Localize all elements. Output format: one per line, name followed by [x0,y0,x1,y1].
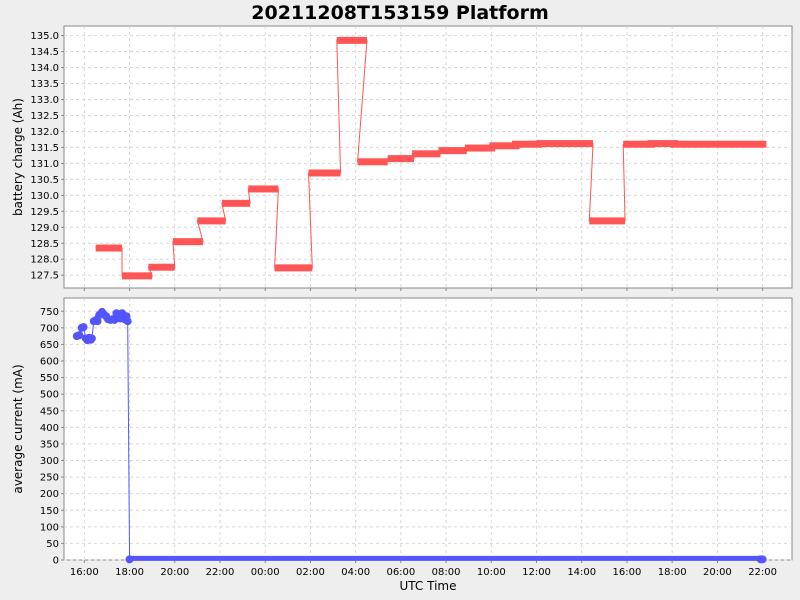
x-tick-label: 20:00 [160,567,189,578]
y-tick-label: 131.5 [30,143,59,154]
y-tick-label: 133.5 [30,79,59,90]
y-tick-label: 550 [40,373,59,384]
data-segment [623,140,656,148]
data-segment [197,217,226,225]
x-tick-label: 00:00 [251,567,280,578]
x-tick-label: 12:00 [522,567,551,578]
y-tick-label: 700 [40,323,59,334]
data-segment [172,238,204,246]
y-tick-label: 0 [53,556,59,567]
data-point [123,317,132,326]
x-tick-label: 02:00 [296,567,325,578]
y-tick-label: 130.5 [30,175,59,186]
y-tick-label: 450 [40,406,59,417]
x-tick-label: 18:00 [115,567,144,578]
data-point [93,317,102,326]
y-tick-label: 100 [40,522,59,533]
data-point [79,323,88,332]
data-point [75,331,84,340]
data-segment [336,36,367,44]
data-segment [489,142,520,150]
data-point [125,555,134,564]
y-tick-label: 133.0 [30,95,59,106]
y-tick-label: 135.0 [30,31,59,42]
x-tick-label: 08:00 [432,567,461,578]
y-axis-label: battery charge (Ah) [11,98,25,216]
y-tick-label: 150 [40,506,59,517]
data-segment [438,147,467,155]
y-tick-label: 131.0 [30,159,59,170]
y-tick-label: 300 [40,456,59,467]
y-tick-label: 50 [46,539,59,550]
y-tick-label: 132.0 [30,127,59,138]
x-tick-label: 22:00 [748,567,777,578]
x-tick-label: 10:00 [477,567,506,578]
data-segment [670,140,767,148]
data-segment [221,199,251,207]
x-tick-label: 22:00 [206,567,235,578]
y-tick-label: 129.5 [30,207,59,218]
data-segment [308,169,341,177]
y-tick-label: 400 [40,423,59,434]
y-tick-label: 750 [40,307,59,318]
x-tick-label: 16:00 [70,567,99,578]
y-tick-label: 134.5 [30,47,59,58]
y-tick-label: 350 [40,439,59,450]
y-tick-label: 128.0 [30,255,59,266]
y-tick-label: 127.5 [30,271,59,282]
data-segment [464,144,496,152]
y-tick-label: 250 [40,473,59,484]
y-axis-label: average current (mA) [11,364,25,493]
data-segment [148,263,175,271]
data-segment [512,140,543,148]
y-tick-label: 129.0 [30,223,59,234]
y-tick-label: 132.5 [30,111,59,122]
x-tick-label: 04:00 [341,567,370,578]
data-segment [357,158,388,166]
data-segment [122,272,153,280]
y-tick-label: 134.0 [30,63,59,74]
data-segment [536,140,594,148]
y-tick-label: 650 [40,340,59,351]
data-segment [647,140,678,148]
x-tick-label: 16:00 [613,567,642,578]
data-segment [387,155,415,163]
plot-area [63,297,793,561]
y-tick-label: 500 [40,390,59,401]
x-tick-label: 06:00 [386,567,415,578]
data-point [87,334,96,343]
data-segment [274,264,313,272]
y-tick-label: 200 [40,489,59,500]
y-tick-label: 600 [40,357,59,368]
data-point [758,555,767,564]
x-tick-label: 14:00 [567,567,596,578]
x-tick-label: 18:00 [658,567,687,578]
x-axis-label: UTC Time [400,579,457,593]
data-segment [589,217,626,225]
data-segment [95,244,123,252]
y-tick-label: 128.5 [30,239,59,250]
y-tick-label: 130.0 [30,191,59,202]
data-segment [248,185,279,193]
x-tick-label: 20:00 [703,567,732,578]
data-segment [412,150,441,158]
chart-title: 20211208T153159 Platform [251,2,549,24]
